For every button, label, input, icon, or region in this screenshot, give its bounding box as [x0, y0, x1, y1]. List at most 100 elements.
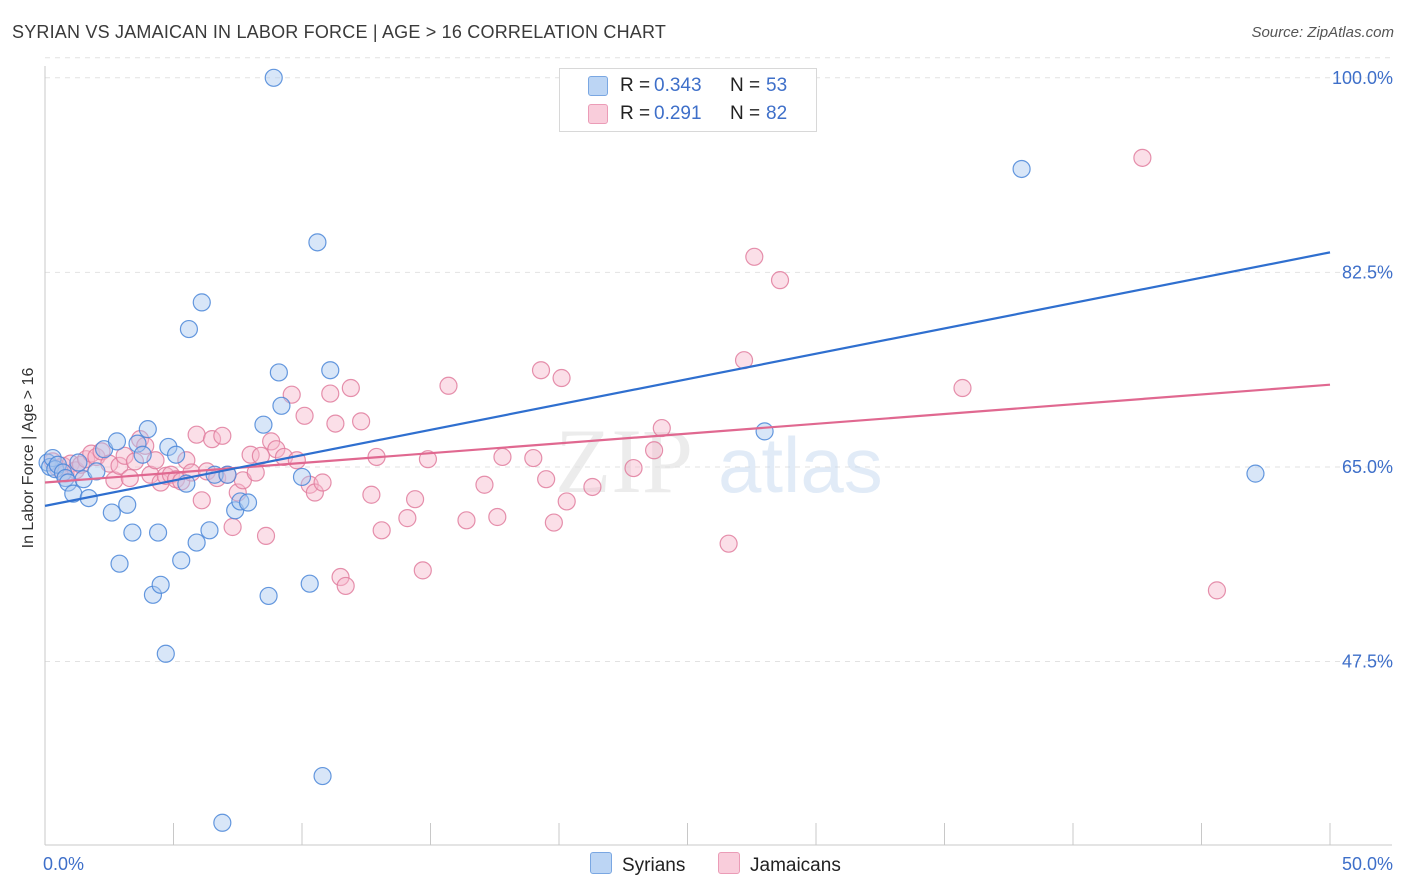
syrian-point — [151, 575, 170, 594]
jamaican-point — [770, 271, 790, 290]
syrian-point — [69, 453, 88, 472]
jamaican-point — [295, 406, 314, 425]
jamaican-point — [413, 561, 432, 580]
jamaican-point — [341, 378, 360, 398]
watermark-zip: ZIP — [555, 410, 693, 512]
syrian-point — [123, 523, 142, 542]
jamaican-point — [524, 448, 543, 468]
jamaican-point — [71, 455, 91, 474]
jamaican-point — [488, 507, 507, 527]
jamaican-point — [331, 567, 350, 587]
syrian-point — [156, 644, 175, 663]
jamaican-point — [256, 526, 276, 545]
syrian-point — [264, 68, 283, 87]
y-tick-label: 65.0% — [1342, 457, 1393, 477]
jamaican-point — [213, 426, 232, 445]
legend-swatch-syrians — [588, 76, 608, 96]
legend-n-label: N = — [730, 75, 761, 96]
jamaican-point — [1207, 581, 1227, 600]
y-tick-label: 100.0% — [1332, 68, 1393, 88]
legend-r-label: R = — [620, 75, 651, 96]
jamaican-point — [583, 477, 602, 497]
watermark: ZIP atlas — [555, 410, 883, 512]
series-name-jamaicans: Jamaicans — [750, 855, 841, 876]
legend-n-value: 82 — [766, 103, 788, 124]
series-legend-jamaicans: Jamaicans — [718, 852, 841, 877]
legend-r-value: 0.291 — [654, 103, 702, 124]
syrian-point — [254, 415, 273, 434]
jamaican-point — [418, 450, 438, 469]
jamaican-point — [652, 418, 671, 438]
series-swatch-syrians — [590, 852, 612, 874]
jamaican-point — [305, 483, 324, 502]
jamaican-point — [187, 425, 206, 444]
series-swatch-jamaicans — [718, 852, 740, 874]
syrian-point — [172, 551, 191, 570]
jamaican-point — [1133, 148, 1152, 167]
syrian-points — [38, 68, 1265, 832]
jamaican-point — [352, 412, 371, 431]
jamaican-point — [362, 485, 381, 504]
syrian-point — [138, 420, 157, 439]
legend-r-value: 0.343 — [654, 75, 702, 96]
syrian-point — [200, 521, 219, 540]
legend-n-label: N = — [730, 103, 761, 124]
syrian-point — [321, 361, 340, 380]
syrian-point — [143, 585, 163, 604]
syrian-point — [102, 503, 121, 522]
jamaican-point — [537, 470, 556, 489]
syrian-point — [179, 319, 199, 339]
jamaican-point — [531, 361, 551, 380]
jamaican-point — [493, 447, 512, 467]
jamaican-trend-line — [44, 383, 1331, 484]
jamaican-point — [202, 430, 222, 449]
jamaican-point — [624, 458, 643, 478]
syrian-point — [755, 422, 774, 441]
jamaican-point — [223, 517, 242, 537]
source-credit: Source: ZipAtlas.com — [1251, 24, 1394, 41]
syrian-point — [213, 813, 232, 832]
jamaican-point — [267, 440, 286, 459]
x-tick-label: 50.0% — [1342, 854, 1393, 874]
chart-title: SYRIAN VS JAMAICAN IN LABOR FORCE | AGE … — [12, 22, 667, 42]
syrian-point — [110, 554, 129, 573]
syrian-point — [292, 467, 312, 487]
syrian-point — [148, 523, 168, 542]
syrian-point — [1012, 159, 1031, 179]
series-legend-syrians: Syrians — [590, 852, 685, 877]
watermark-atlas: atlas — [718, 421, 883, 509]
syrian-point — [87, 462, 106, 481]
syrian-point — [133, 445, 152, 464]
jamaican-point — [405, 490, 425, 509]
jamaican-point — [326, 414, 345, 433]
trend-lines — [44, 251, 1331, 507]
legend-r-label: R = — [620, 103, 651, 124]
syrian-point — [59, 473, 78, 492]
jamaican-point — [282, 385, 301, 404]
jamaican-point — [544, 513, 563, 532]
syrian-trend-line — [44, 251, 1331, 507]
syrian-point — [313, 766, 332, 786]
syrian-point — [107, 432, 127, 451]
syrian-point — [118, 495, 137, 514]
jamaican-point — [644, 441, 664, 460]
legend-n-value: 53 — [766, 75, 788, 96]
syrian-point — [300, 574, 319, 593]
syrian-point — [308, 233, 327, 252]
syrian-point — [128, 434, 147, 453]
grid-lines — [45, 57, 1395, 663]
tick-labels: 47.5% 65.0% 82.5% 100.0% 0.0% 50.0% — [43, 68, 1393, 874]
jamaican-point — [372, 521, 391, 540]
syrian-point — [231, 492, 250, 511]
jamaican-point — [115, 446, 134, 465]
jamaican-point — [475, 475, 494, 494]
syrian-point — [166, 445, 186, 464]
jamaican-point — [313, 473, 332, 492]
jamaican-point — [192, 491, 211, 510]
y-tick-label: 82.5% — [1342, 262, 1393, 282]
syrian-point — [272, 396, 291, 415]
syrian-point — [269, 363, 288, 382]
legend-row-syrians: R = 0.343 N = 53 — [560, 73, 816, 99]
series-name-syrians: Syrians — [622, 855, 686, 876]
